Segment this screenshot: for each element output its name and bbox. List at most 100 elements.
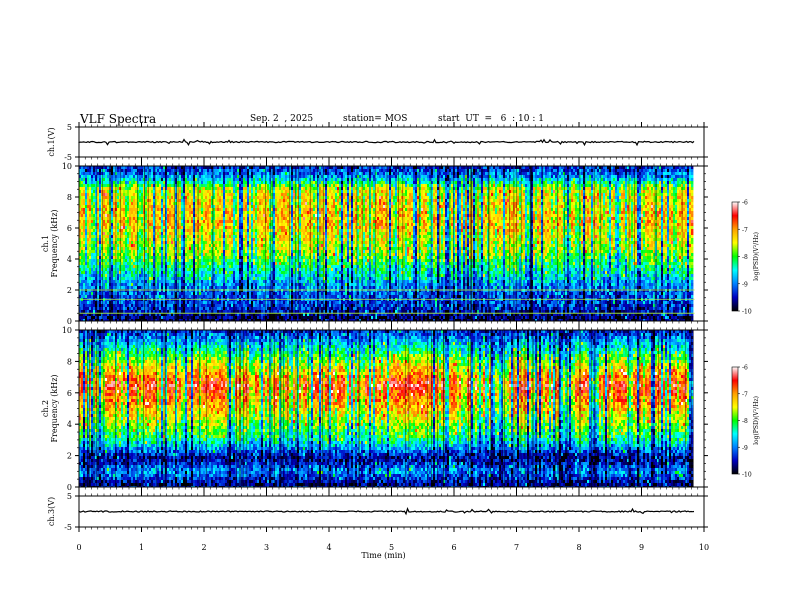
spectrogram-cell xyxy=(417,193,420,197)
spectrogram-cell xyxy=(471,172,474,176)
spectrogram-cell xyxy=(439,178,442,182)
spectrogram-cell xyxy=(535,199,538,203)
spectrogram-cell xyxy=(413,193,416,197)
spectrogram-cell xyxy=(643,169,646,173)
spectrogram-cell xyxy=(169,172,172,176)
spectrogram-cell xyxy=(335,202,338,206)
spectrogram-cell xyxy=(451,184,454,188)
spectrogram-cell xyxy=(275,181,278,185)
spectrogram-cell xyxy=(315,178,318,182)
spectrogram-cell xyxy=(527,211,530,215)
spectrogram-cell xyxy=(557,199,560,203)
spectrogram-cell xyxy=(159,169,162,173)
spectrogram-cell xyxy=(447,166,450,170)
spectrogram-cell xyxy=(95,205,98,209)
spectrogram-cell xyxy=(247,190,250,194)
spectrogram-cell xyxy=(125,172,128,176)
spectrogram-cell xyxy=(689,178,692,182)
spectrogram-cell xyxy=(363,193,366,197)
spectrogram-cell xyxy=(399,187,402,191)
spectrogram-cell xyxy=(371,202,374,206)
spectrogram-cell xyxy=(519,193,522,197)
spectrogram-cell xyxy=(413,199,416,203)
spectrogram-cell xyxy=(209,184,212,188)
spectrogram-cell xyxy=(627,187,630,191)
spectrogram-cell xyxy=(285,205,288,209)
spectrogram-cell xyxy=(265,178,268,182)
spectrogram-cell xyxy=(623,211,626,215)
spectrogram-cell xyxy=(659,193,662,197)
spectrogram-cell xyxy=(517,202,520,206)
spectrogram-cell xyxy=(245,187,248,191)
spectrogram-cell xyxy=(439,181,442,185)
spectrogram-cell xyxy=(403,190,406,194)
spectrogram-cell xyxy=(385,166,388,170)
spectrogram-cell xyxy=(381,211,384,215)
spectrogram-cell xyxy=(601,172,604,176)
spectrogram-cell xyxy=(379,187,382,191)
spectrogram-cell xyxy=(399,184,402,188)
spectrogram-cell xyxy=(169,178,172,182)
spectrogram-cell xyxy=(599,196,602,200)
spectrogram-cell xyxy=(457,184,460,188)
spectrogram-cell xyxy=(433,181,436,185)
spectrogram-cell xyxy=(589,172,592,176)
spectrogram-cell xyxy=(295,178,298,182)
spectrogram-cell xyxy=(489,169,492,173)
spectrogram-cell xyxy=(119,205,122,209)
spectrogram-cell xyxy=(537,172,540,176)
spectrogram-cell xyxy=(539,178,542,182)
spectrogram-cell xyxy=(281,184,284,188)
spectrogram-cell xyxy=(105,178,108,182)
spectrogram-cell xyxy=(651,181,654,185)
spectrogram-cell xyxy=(227,178,230,182)
spectrogram-cell xyxy=(483,175,486,179)
spectrogram-cell xyxy=(93,169,96,173)
spectrogram-cell xyxy=(573,205,576,209)
spectrogram-cell xyxy=(615,169,618,173)
spectrogram-cell xyxy=(561,196,564,200)
spectrogram-cell xyxy=(343,178,346,182)
spectrogram-cell xyxy=(257,202,260,206)
spectrogram-cell xyxy=(395,169,398,173)
spectrogram-cell xyxy=(247,205,250,209)
spectrogram-cell xyxy=(233,208,236,212)
spectrogram-cell xyxy=(505,205,508,209)
spectrogram-cell xyxy=(609,175,612,179)
spectrogram-cell xyxy=(499,175,502,179)
spectrogram-cell xyxy=(521,187,524,191)
spectrogram-cell xyxy=(189,190,192,194)
spectrogram-cell xyxy=(669,199,672,203)
spectrogram-cell xyxy=(181,193,184,197)
spectrogram-cell xyxy=(391,181,394,185)
spectrogram-cell xyxy=(407,181,410,185)
spectrogram-cell xyxy=(111,190,114,194)
spectrogram-cell xyxy=(165,205,168,209)
spectrogram-cell xyxy=(607,172,610,176)
spectrogram-cell xyxy=(119,208,122,212)
spectrogram-cell xyxy=(591,202,594,206)
spectrogram-cell xyxy=(425,211,428,215)
spectrogram-cell xyxy=(443,166,446,170)
spectrogram-cell xyxy=(371,166,374,170)
spectrogram-cell xyxy=(565,205,568,209)
spectrogram-cell xyxy=(391,169,394,173)
spectrogram-cell xyxy=(335,199,338,203)
spectrogram-cell xyxy=(385,211,388,215)
spectrogram-cell xyxy=(225,190,228,194)
spectrogram-cell xyxy=(595,199,598,203)
spectrogram-cell xyxy=(203,193,206,197)
spectrogram-cell xyxy=(501,190,504,194)
spectrogram-cell xyxy=(277,187,280,191)
spectrogram-cell xyxy=(413,166,416,170)
spectrogram-cell xyxy=(509,199,512,203)
spectrogram-cell xyxy=(133,178,136,182)
spectrogram-cell xyxy=(121,211,124,215)
spectrogram-cell xyxy=(543,199,546,203)
spectrogram-cell xyxy=(653,181,656,185)
spectrogram-cell xyxy=(111,184,114,188)
spectrogram-cell xyxy=(207,175,210,179)
spectrogram-cell xyxy=(161,181,164,185)
spectrogram-cell xyxy=(447,169,450,173)
spectrogram-cell xyxy=(207,172,210,176)
